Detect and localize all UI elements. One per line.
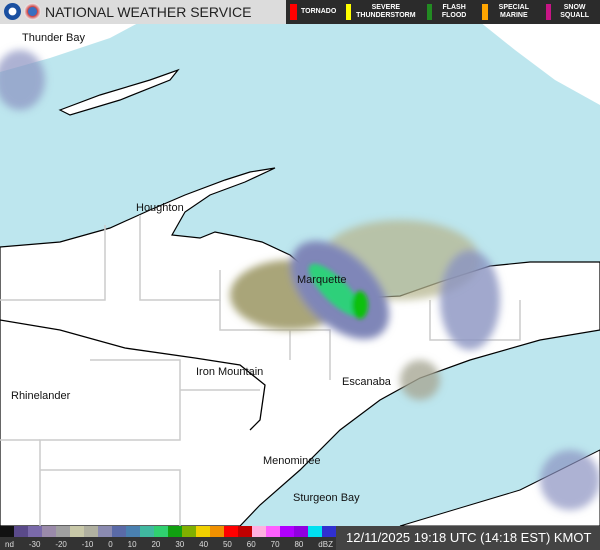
warning-label: FLASH FLOOD <box>441 4 467 19</box>
scale-tick-label: 50 <box>222 540 232 549</box>
scale-tick-label: -10 <box>81 540 94 549</box>
warning-label: SNOW SQUALL <box>560 4 589 19</box>
scale-tick-label: 0 <box>108 540 113 549</box>
city-label: Rhinelander <box>11 390 71 402</box>
warning-label: SEVERE THUNDERSTORM <box>356 4 416 19</box>
scale-swatch <box>28 526 42 537</box>
city-label: Iron Mountain <box>196 366 264 378</box>
scale-tick-label: dBZ <box>318 540 333 549</box>
scale-swatch <box>252 526 266 537</box>
scale-tick-label: 10 <box>127 540 137 549</box>
scale-swatch <box>182 526 196 537</box>
warning-label: TORNADO <box>301 8 337 15</box>
scale-swatch <box>98 526 112 537</box>
scale-swatch <box>56 526 70 537</box>
scale-swatch <box>266 526 280 537</box>
scale-swatch <box>154 526 168 537</box>
scale-swatch <box>168 526 182 537</box>
city-label: Sturgeon Bay <box>293 492 360 504</box>
warning-swatch <box>290 4 297 20</box>
city-label: Houghton <box>136 202 184 214</box>
scale-swatch <box>294 526 308 537</box>
scale-swatch <box>322 526 336 537</box>
scale-tick-label: 60 <box>246 540 256 549</box>
scale-swatch <box>210 526 224 537</box>
scale-swatch <box>112 526 126 537</box>
scale-swatch <box>126 526 140 537</box>
scale-tick-label: -20 <box>55 540 67 549</box>
scale-ticks: nd -30 -20 -10 0 10 20 30 40 50 60 70 80 dBZ <box>0 537 336 549</box>
isle-royale <box>58 68 180 116</box>
scale-swatch <box>70 526 84 537</box>
warning-swatch <box>426 4 432 20</box>
color-scale <box>0 526 336 537</box>
scale-swatch <box>42 526 56 537</box>
scale-tick-label: -30 <box>28 540 41 549</box>
scale-swatch <box>140 526 154 537</box>
scale-swatch <box>0 526 14 537</box>
scale-tick-label: 70 <box>270 540 280 549</box>
scale-swatch <box>280 526 294 537</box>
scale-swatch <box>238 526 252 537</box>
scale-tick-label: nd <box>5 540 14 549</box>
city-label: Thunder Bay <box>22 32 85 44</box>
scale-swatch <box>14 526 28 537</box>
land-north-ontario-east <box>480 22 600 105</box>
city-label: Menominee <box>263 455 321 467</box>
warning-item: SEVERE THUNDERSTORM <box>342 0 420 24</box>
page-title: NATIONAL WEATHER SERVICE <box>45 4 252 20</box>
city-label: Marquette <box>297 274 347 286</box>
city-label: Escanaba <box>342 376 391 388</box>
radar-core <box>308 263 368 319</box>
warning-item: FLASH FLOOD <box>423 0 477 24</box>
warning-swatch <box>482 4 488 20</box>
scale-swatch <box>224 526 238 537</box>
noaa-logo-icon <box>4 3 21 20</box>
nws-logo-icon <box>24 3 41 20</box>
scale-swatch <box>196 526 210 537</box>
scale-tick-label: 40 <box>199 540 209 549</box>
scale-swatch <box>308 526 322 537</box>
warning-swatch <box>346 4 352 20</box>
warning-item: SPECIAL MARINE <box>478 0 540 24</box>
warning-item: SNOW SQUALL <box>542 0 598 24</box>
warning-label: SPECIAL MARINE <box>498 4 530 19</box>
dbz-legend: nd -30 -20 -10 0 10 20 30 40 50 60 70 80 dBZ <box>0 526 336 550</box>
land-upper-peninsula-wisconsin <box>0 167 600 527</box>
scale-swatch <box>84 526 98 537</box>
scale-tick-label: 20 <box>151 540 161 549</box>
scale-tick-label: 30 <box>175 540 185 549</box>
scale-tick-label: 80 <box>294 540 304 549</box>
state-borders <box>0 319 266 431</box>
warning-swatch <box>546 4 552 20</box>
warning-item: TORNADO <box>286 0 340 24</box>
warning-legend: TORNADO SEVERE THUNDERSTORM FLASH FLOOD SPE… <box>286 0 600 24</box>
timestamp: 12/11/2025 19:18 UTC (14:18 EST) KMOT <box>336 526 600 550</box>
